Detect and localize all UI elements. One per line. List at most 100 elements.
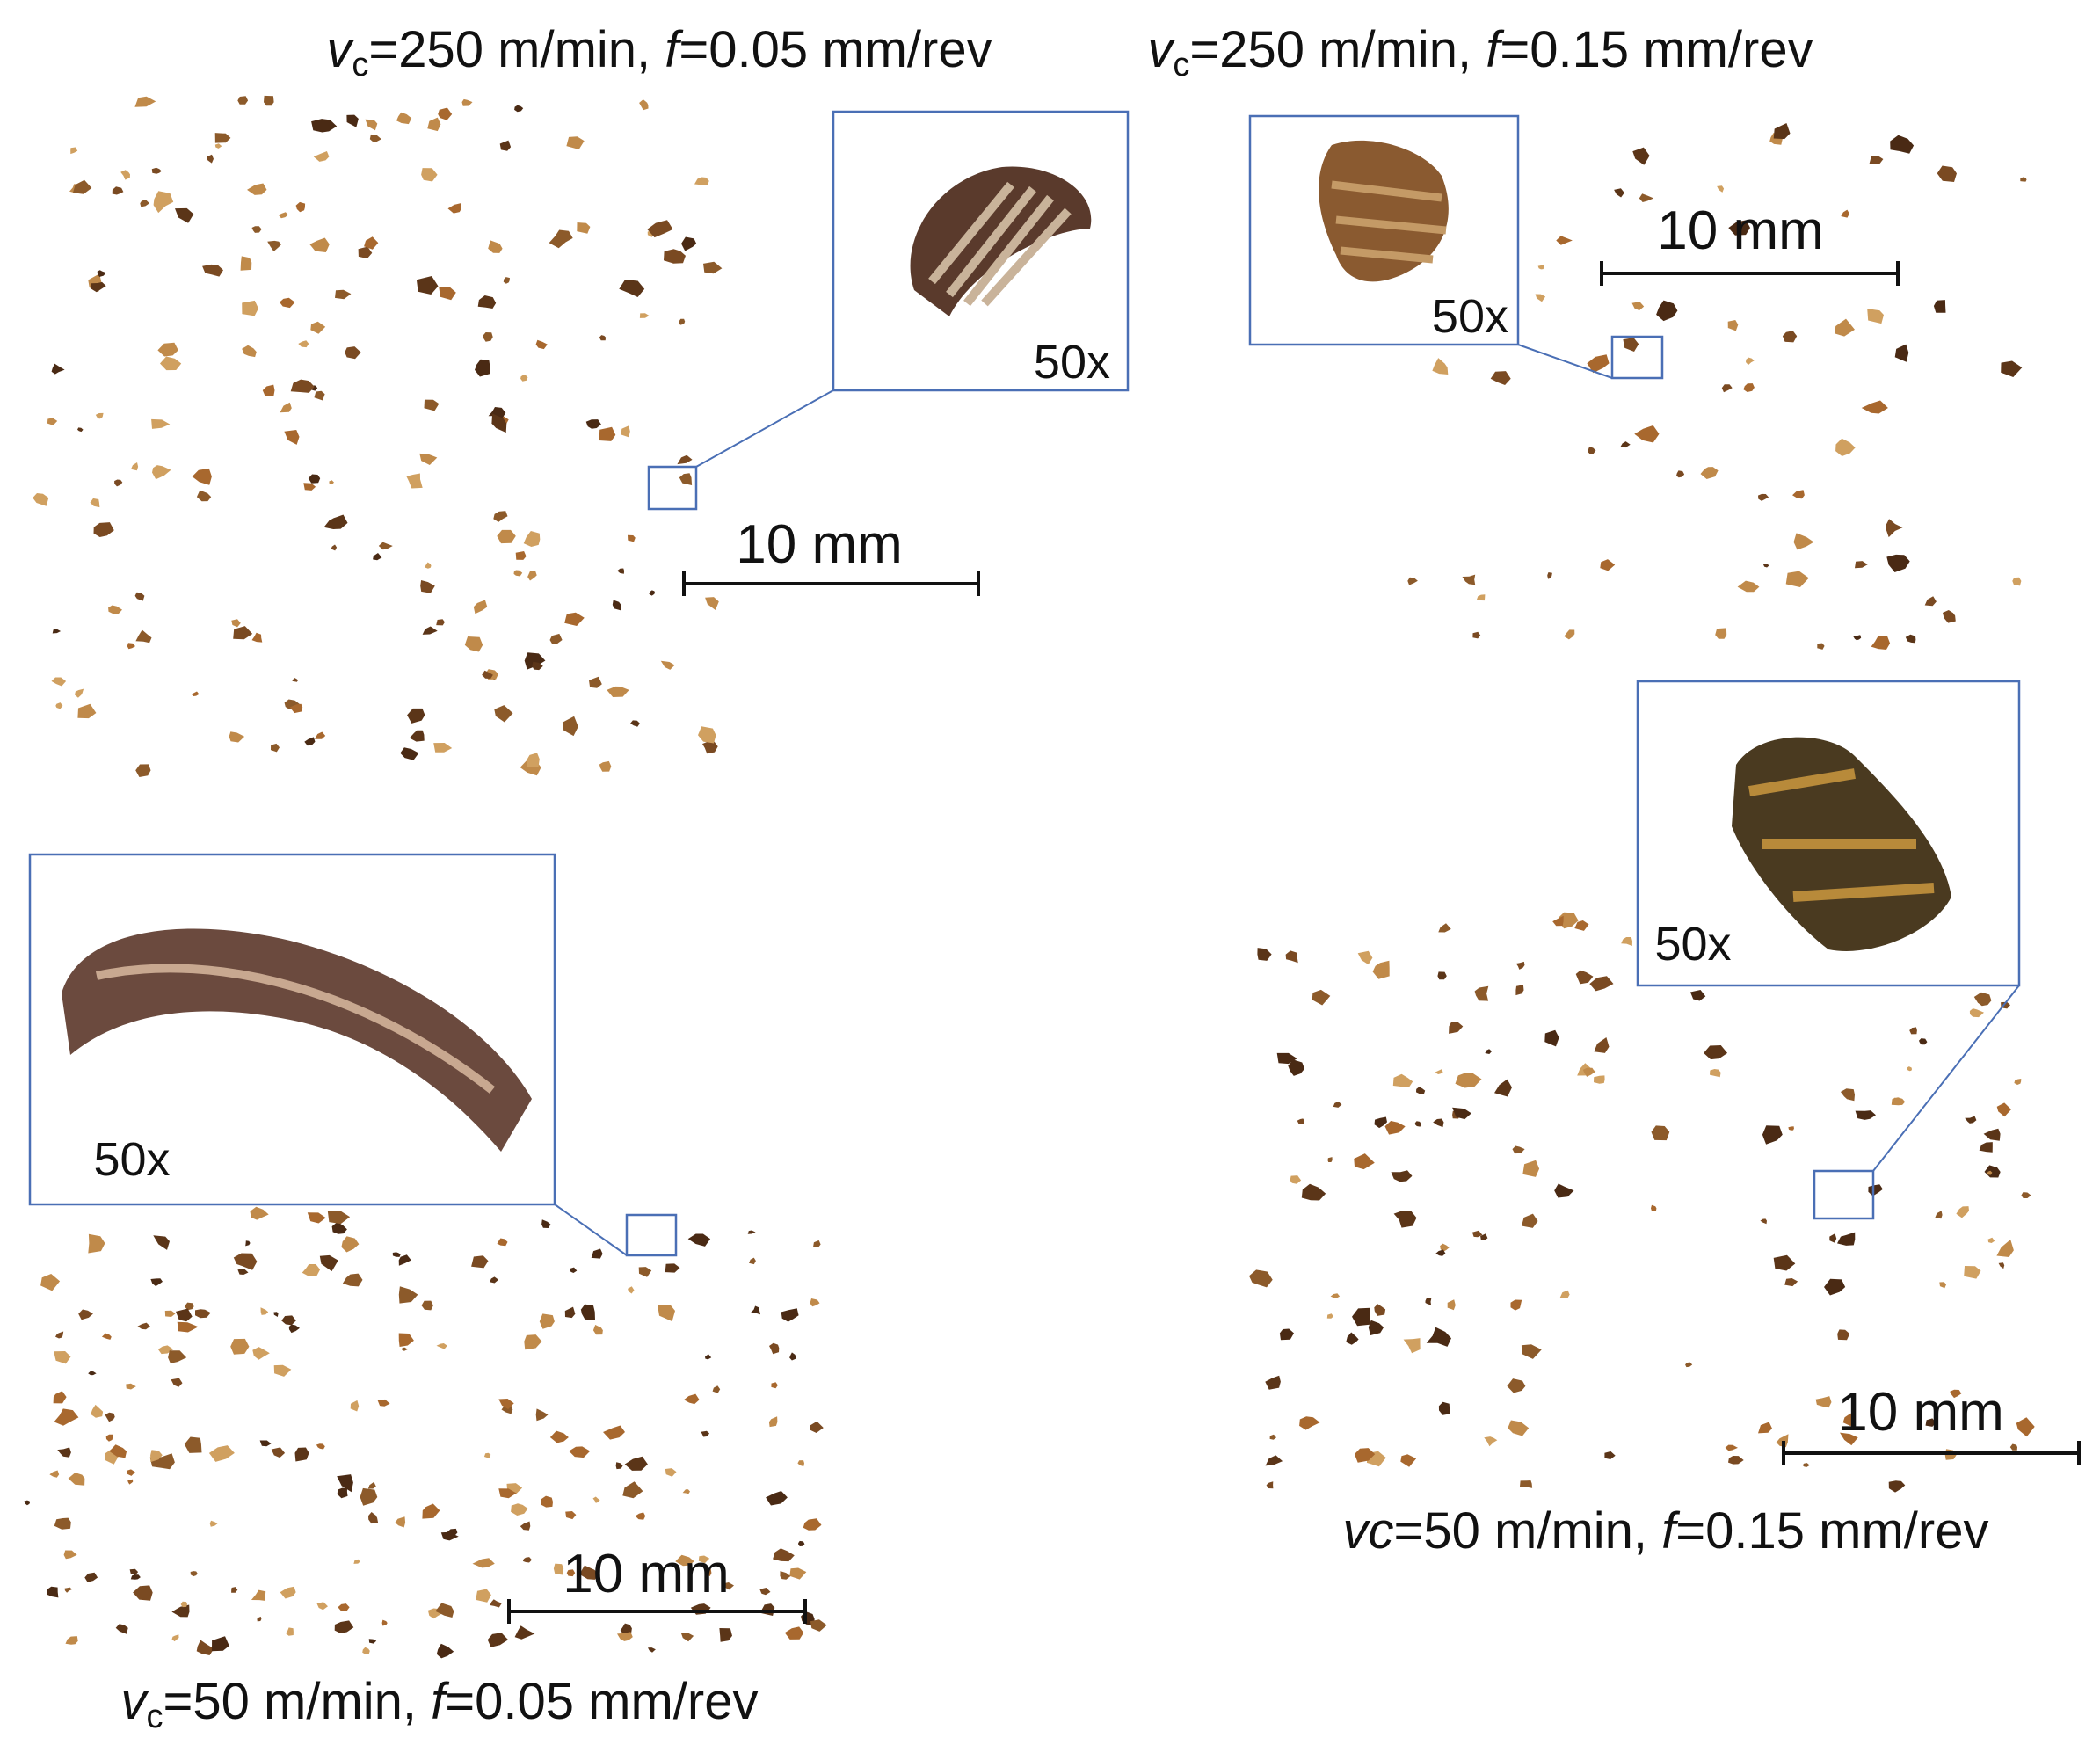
chip <box>1547 572 1552 579</box>
chip <box>1924 596 1937 607</box>
chip <box>360 1487 378 1506</box>
chip <box>1631 302 1645 311</box>
chip <box>350 1400 360 1412</box>
chip <box>553 1563 564 1575</box>
chip <box>229 731 245 743</box>
chip <box>766 1491 788 1506</box>
chip <box>214 143 222 149</box>
chip <box>88 1371 97 1376</box>
chip <box>1802 1463 1810 1467</box>
chip <box>1384 1121 1406 1135</box>
chip <box>522 1557 532 1563</box>
chip <box>810 1619 827 1632</box>
chip <box>1725 1444 1738 1451</box>
magnification: 50x <box>1432 290 1508 343</box>
chip <box>680 1633 694 1642</box>
chip <box>47 418 58 425</box>
chip <box>1905 634 1916 644</box>
chip <box>1575 970 1594 985</box>
chip <box>316 1602 328 1611</box>
chip <box>647 220 673 238</box>
chip <box>1842 1413 1855 1427</box>
chip <box>638 1267 652 1277</box>
chip <box>1564 629 1575 640</box>
chip <box>1907 1066 1912 1072</box>
caption-feed: =0.05 mm/rev <box>679 21 992 78</box>
chip <box>723 1582 734 1590</box>
caption-sub: c <box>352 47 368 84</box>
chip <box>1587 354 1610 374</box>
chip <box>687 1233 711 1247</box>
chip <box>1634 425 1660 443</box>
chip <box>109 1444 127 1458</box>
selection-box <box>625 1213 678 1257</box>
chip <box>624 1456 648 1471</box>
chip <box>251 1589 266 1601</box>
chip <box>51 363 65 375</box>
chip <box>527 571 537 581</box>
chip <box>477 295 497 309</box>
chip <box>615 1462 623 1470</box>
chip <box>271 743 280 753</box>
chip <box>331 544 338 551</box>
chip <box>1582 1067 1595 1077</box>
chip <box>1535 294 1546 302</box>
chip <box>701 1430 709 1437</box>
chip <box>115 1624 128 1634</box>
chip <box>273 1364 292 1377</box>
chip <box>599 760 612 772</box>
connector <box>554 1204 628 1256</box>
chip <box>1455 1073 1482 1088</box>
magnified-chip <box>62 928 532 1152</box>
chip <box>487 1633 509 1647</box>
chip <box>157 342 178 357</box>
chip <box>1521 1344 1542 1359</box>
chip <box>126 1383 136 1390</box>
chip <box>1368 1320 1384 1335</box>
chip <box>579 1565 599 1580</box>
chip <box>1743 383 1755 392</box>
chip <box>1435 1249 1446 1256</box>
chip <box>1690 990 1706 1001</box>
chip <box>337 1487 348 1499</box>
chip <box>52 629 62 634</box>
chip <box>208 1445 235 1462</box>
chip <box>237 1269 249 1275</box>
chip <box>780 1571 791 1580</box>
chip <box>1996 1240 2014 1257</box>
chip <box>497 1238 508 1247</box>
chip <box>619 280 645 297</box>
chip <box>242 345 257 358</box>
chip <box>679 473 693 485</box>
chip <box>1984 1165 2001 1178</box>
chip <box>1435 1069 1443 1074</box>
chip <box>703 261 723 274</box>
chip <box>342 1273 363 1287</box>
chip <box>1285 950 1298 964</box>
chip <box>541 1219 551 1228</box>
chip <box>566 136 585 149</box>
chip <box>2012 577 2022 586</box>
chip <box>1727 320 1739 331</box>
chip <box>392 1252 401 1257</box>
chip <box>520 1521 531 1531</box>
chip <box>1400 1454 1417 1467</box>
chip <box>311 119 338 133</box>
chip <box>1594 1037 1610 1053</box>
chip <box>1758 493 1769 501</box>
caption: vc=250 m/min, f=0.05 mm/rev <box>326 21 992 84</box>
chip <box>1392 1073 1413 1087</box>
chip <box>262 384 275 396</box>
chip <box>1515 961 1525 970</box>
chip <box>1290 1175 1302 1184</box>
chip <box>1352 1307 1370 1327</box>
chip <box>1374 1116 1387 1129</box>
chip <box>1793 533 1814 550</box>
chip <box>1372 960 1390 979</box>
chip <box>436 1343 447 1349</box>
chip <box>267 240 281 251</box>
chip <box>564 612 585 626</box>
chip <box>1950 1389 1962 1399</box>
chip <box>314 390 325 401</box>
chip <box>91 281 106 293</box>
